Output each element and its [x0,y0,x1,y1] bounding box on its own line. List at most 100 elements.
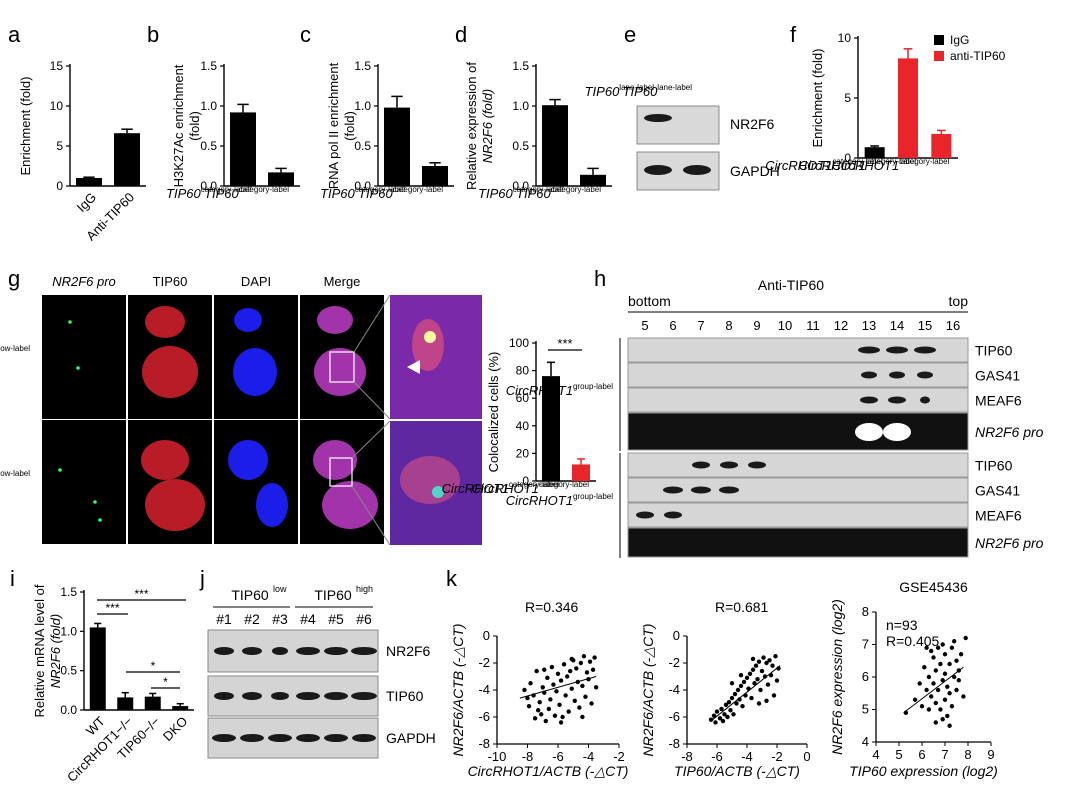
data-point [561,662,567,667]
bar [898,58,918,158]
data-point [954,687,959,693]
data-point [758,687,763,693]
lane-label: #1 [216,611,232,627]
y-tick-label: 10 [838,31,852,45]
y-tick-label: 1.0 [354,99,371,113]
y-tick-label: 1.5 [512,59,529,73]
[object Object]-base: CircRHOT1 [832,158,899,173]
data-point [738,672,744,678]
[object Object]-base: TIP60 [478,186,513,201]
scatter-plot-3: 4 5 6 7 8 9 4 5 6 7 8 GSE45436 n=93R=0.405 TIP60 expr… [829,579,998,779]
[object Object]: TIP60category-label [204,185,289,201]
data-point [947,723,952,728]
fluorescent-spot [68,320,72,324]
y-tick-label: 5 [844,91,851,105]
bar [542,105,568,186]
band-label: MEAF6 [975,508,1022,524]
data-point [734,701,739,706]
panel-g: g NR2F6 pro TIP60 DAPI Merge [8,266,482,546]
nucleus-merge [314,348,366,396]
data-point [738,683,744,689]
y-tick-label: 40 [516,419,530,433]
[object Object]: TIP60category-label [516,185,601,201]
x-tick-label: 6 [918,747,925,762]
[object Object]-base: CircRHOT1 [765,158,832,173]
data-point [924,687,929,693]
band [296,692,320,700]
band [683,165,711,175]
data-point [919,704,925,709]
data-point [558,720,564,725]
data-point [552,713,558,718]
band [352,734,376,742]
[object Object]: TIP60category-label [478,185,563,201]
band-label: NR2F6 pro [975,424,1044,440]
panel-letter-f: f [790,22,797,47]
band [719,486,739,494]
data-point [961,694,966,699]
data-point [532,716,538,721]
blot-strip [207,717,379,759]
data-point [926,674,932,680]
panel-h: h Anti-TIP60 bottom top 5 6 7 8 9 10 11 12 13 14 15 16 T… [594,266,1044,558]
data-point [587,659,593,664]
[object Object]: CircRHOT1row-label [0,344,30,360]
panel-d: d 0.0 0.5 1.0 1.5 Relative expression of NR2F6… [455,22,612,193]
bar [931,134,952,158]
bar [268,172,294,186]
zoom-line [353,381,391,420]
nucleus-blue [234,308,262,332]
data-point [735,687,741,693]
[object Object]-base: CircRHOT1 [506,383,573,398]
data-point [728,708,733,713]
y-tick-label: -4 [668,682,680,697]
y-tick-label: 1.5 [354,59,371,73]
data-point [732,691,738,697]
fluorescent-spot [76,366,80,370]
y-tick-label: 0.0 [60,703,77,717]
data-point [954,658,959,663]
band [268,734,292,742]
image-tile [214,420,298,544]
bar [114,133,140,186]
bar [230,112,256,186]
[object Object]-base: TIP60 [585,84,620,99]
y-tick-label: 0.0 [200,179,217,193]
band [858,346,880,354]
[object Object]-sup: group-label [573,492,613,501]
panel-b: b 0.0 0.5 1.0 1.5 H3K27Ac enrichment (fold) [147,22,300,193]
[object Object]-sup: category-label [393,185,443,194]
[object Object]: CircRHOT1category-label [799,157,917,173]
[object Object]-sup: lane-label [619,83,654,92]
lane-label: #4 [300,611,316,627]
bar [172,706,189,710]
data-point [755,677,760,682]
y-axis-label: Enrichment (fold) [810,49,825,148]
[object Object]: CircRHOT1row-label [0,469,30,485]
bar [89,627,106,710]
data-point [741,679,747,685]
band [351,692,377,700]
data-point [929,648,934,654]
x-tick-label: 8 [964,747,971,762]
data-point [564,674,570,679]
fit-line [903,666,964,714]
data-point [522,687,527,693]
band-label: NR2F6 pro [975,535,1044,551]
data-point [545,675,550,681]
zoom-line [351,420,391,459]
zoom-box [329,351,355,383]
band [214,647,234,655]
y-tick-label: 4 [862,734,869,749]
data-point [942,697,948,702]
[object Object]-sup: category-label [355,185,405,194]
data-point [924,645,929,650]
y-tick-label: -4 [478,682,490,697]
fraction-label: 7 [697,318,704,333]
x-axis-label: TIP60/ACTB (-△CT) [674,763,800,779]
band [644,165,672,175]
[object Object]-base: CircRHOT1 [799,158,866,173]
bar [864,147,885,158]
data-point [580,714,585,720]
